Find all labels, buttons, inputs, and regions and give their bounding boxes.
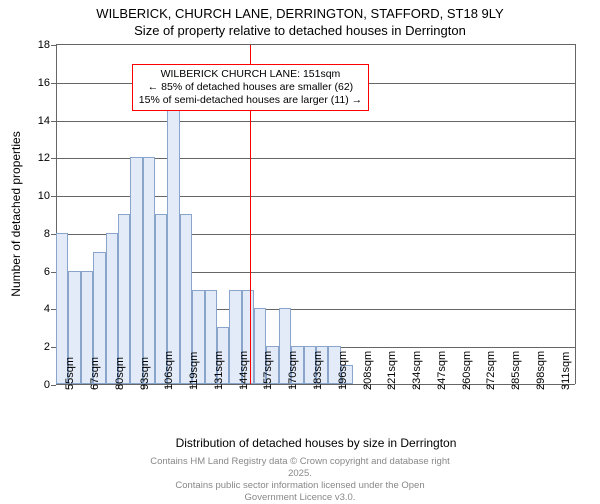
xtick-label: 55sqm (64, 357, 76, 390)
y-axis-label: Number of detached properties (9, 131, 23, 296)
annotation-line-3: 15% of semi-detached houses are larger (… (139, 94, 362, 107)
annotation-box: WILBERICK CHURCH LANE: 151sqm← 85% of de… (132, 64, 369, 111)
ytick-label: 10 (38, 190, 56, 202)
ytick-label: 0 (44, 379, 56, 391)
title-line-2: Size of property relative to detached ho… (0, 23, 600, 40)
xtick-label: 170sqm (287, 351, 299, 390)
xtick-label: 208sqm (362, 351, 374, 390)
footer-attribution: Contains HM Land Registry data © Crown c… (150, 456, 450, 504)
xtick-label: 234sqm (411, 351, 423, 390)
xtick-label: 183sqm (312, 351, 324, 390)
histogram-bar (130, 157, 142, 384)
xtick-label: 119sqm (188, 352, 200, 390)
plot-area: 02468101214161855sqm67sqm80sqm93sqm106sq… (56, 44, 576, 384)
chart-title: WILBERICK, CHURCH LANE, DERRINGTON, STAF… (0, 0, 600, 40)
xtick-label: 196sqm (337, 351, 349, 390)
xtick-label: 311sqm (560, 352, 572, 390)
ytick-label: 6 (44, 266, 56, 278)
ytick-label: 12 (38, 152, 56, 164)
annotation-line-2: ← 85% of detached houses are smaller (62… (139, 81, 362, 94)
xtick-label: 144sqm (238, 351, 250, 390)
xtick-label: 93sqm (139, 357, 151, 390)
histogram-bar (143, 157, 155, 384)
ytick-label: 18 (38, 39, 56, 51)
xtick-label: 298sqm (535, 351, 547, 390)
xtick-label: 221sqm (386, 351, 398, 390)
xtick-label: 157sqm (262, 351, 274, 390)
xtick-label: 247sqm (436, 351, 448, 390)
xtick-label: 67sqm (89, 357, 101, 390)
ytick-label: 16 (38, 77, 56, 89)
xtick-label: 272sqm (485, 351, 497, 390)
annotation-line-1: WILBERICK CHURCH LANE: 151sqm (139, 68, 362, 81)
ytick-label: 4 (44, 303, 56, 315)
gridline (56, 121, 575, 122)
ytick-label: 2 (44, 341, 56, 353)
xtick-label: 260sqm (461, 351, 473, 390)
xtick-label: 131sqm (213, 351, 225, 390)
xtick-label: 80sqm (114, 357, 126, 390)
xtick-label: 285sqm (510, 351, 522, 390)
x-axis-label: Distribution of detached houses by size … (176, 436, 457, 450)
histogram-bar (167, 101, 179, 384)
xtick-label: 106sqm (163, 351, 175, 390)
ytick-label: 14 (38, 115, 56, 127)
ytick-label: 8 (44, 228, 56, 240)
footer-line-1: Contains HM Land Registry data © Crown c… (150, 456, 450, 480)
chart-container: WILBERICK, CHURCH LANE, DERRINGTON, STAF… (0, 0, 600, 500)
title-line-1: WILBERICK, CHURCH LANE, DERRINGTON, STAF… (0, 6, 600, 23)
